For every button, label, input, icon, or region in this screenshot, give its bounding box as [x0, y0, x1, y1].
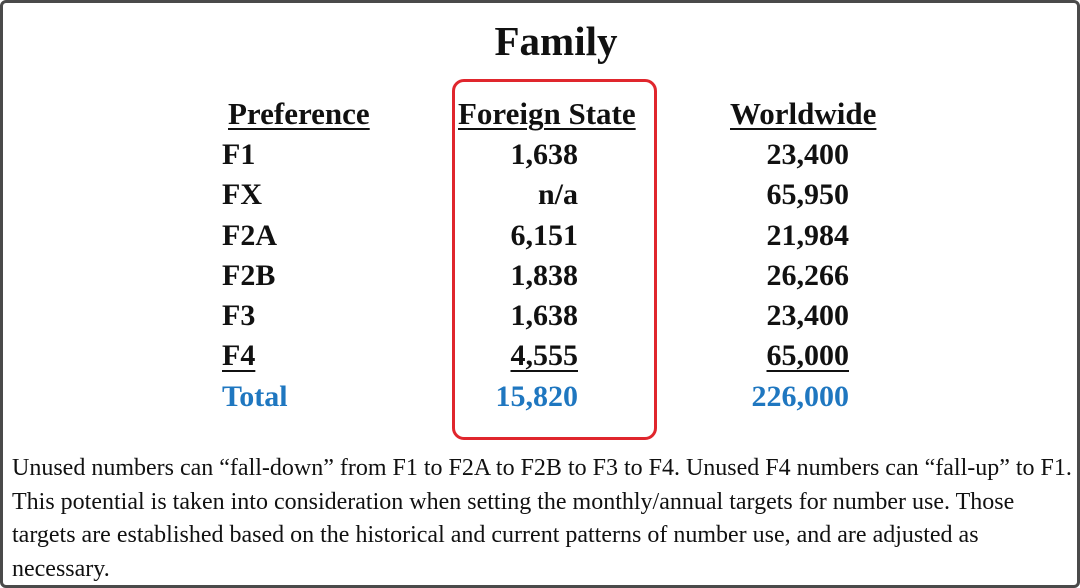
- table-row: F1 1,638 23,400: [0, 135, 1080, 175]
- table-row: FX n/a 65,950: [0, 175, 1080, 215]
- total-row: Total 15,820 226,000: [0, 377, 1080, 417]
- preference-cell: F1: [222, 138, 256, 171]
- total-label: Total: [222, 380, 288, 413]
- table-row: F4 4,555 65,000: [0, 336, 1080, 376]
- table-row: F2A 6,151 21,984: [0, 216, 1080, 256]
- foreign-state-cell: 1,838: [510, 259, 579, 292]
- foreign-state-cell: n/a: [537, 178, 578, 211]
- foreign-state-cell: 4,555: [510, 339, 579, 372]
- worldwide-cell: 23,400: [766, 138, 850, 171]
- table-row: F3 1,638 23,400: [0, 296, 1080, 336]
- foreign-state-highlight-box: [452, 79, 657, 440]
- worldwide-cell: 65,950: [766, 178, 850, 211]
- preference-table: Preference Foreign State Worldwide F1 1,…: [0, 94, 1080, 424]
- worldwide-cell: 26,266: [766, 259, 850, 292]
- preference-cell: F4: [222, 339, 256, 372]
- worldwide-cell: 23,400: [766, 299, 850, 332]
- table-row: F2B 1,838 26,266: [0, 256, 1080, 296]
- preference-cell: F3: [222, 299, 256, 332]
- column-header-preference: Preference: [228, 96, 370, 131]
- foreign-state-cell: 1,638: [510, 299, 579, 332]
- explanatory-note: Unused numbers can “fall-down” from F1 t…: [12, 455, 1072, 582]
- worldwide-cell: 21,984: [766, 219, 850, 252]
- total-foreign-state: 15,820: [495, 380, 579, 413]
- foreign-state-cell: 6,151: [510, 219, 579, 252]
- foreign-state-cell: 1,638: [510, 138, 579, 171]
- preference-cell: F2B: [222, 259, 276, 292]
- title-container: Family: [0, 17, 1080, 65]
- column-header-foreign-state: Foreign State: [458, 96, 636, 131]
- preference-cell: FX: [222, 178, 262, 211]
- page-title: Family: [494, 18, 618, 64]
- column-header-worldwide: Worldwide: [730, 96, 877, 131]
- worldwide-cell: 65,000: [766, 339, 850, 372]
- total-worldwide: 226,000: [751, 380, 850, 413]
- preference-cell: F2A: [222, 219, 277, 252]
